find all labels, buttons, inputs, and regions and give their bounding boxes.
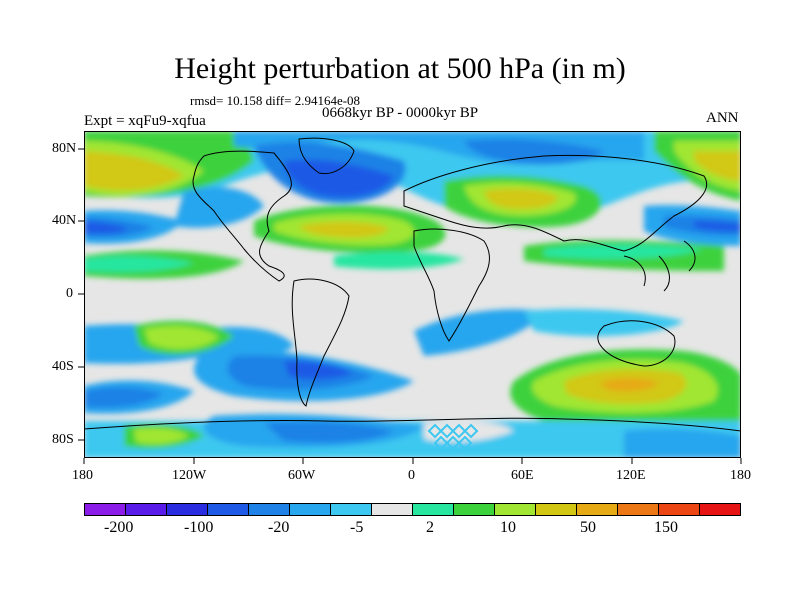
- north-america-coastline: [192, 150, 292, 282]
- colorbar-label: 10: [500, 519, 516, 536]
- colorbar-label: -200: [104, 519, 134, 536]
- colorbar-swatch: [577, 504, 618, 515]
- x-axis-label: 60W: [288, 468, 316, 483]
- x-axis-label: 60E: [511, 468, 534, 483]
- south-america-coastline: [291, 278, 350, 407]
- colorbar-label: -100: [184, 519, 214, 536]
- colorbar-swatch: [413, 504, 454, 515]
- x-axis-label: 120E: [616, 468, 646, 483]
- colorbar-swatch: [372, 504, 413, 515]
- australia-coastline: [597, 320, 676, 367]
- axis-ticks: [78, 148, 742, 464]
- colorbar-swatch: [167, 504, 208, 515]
- y-axis-label: 80N: [52, 141, 77, 156]
- colorbar-swatch: [495, 504, 536, 515]
- colorbar-label: 150: [654, 519, 678, 536]
- plot-frame: [84, 131, 741, 458]
- y-axis-label: 80S: [52, 432, 74, 447]
- colorbar-swatch: [126, 504, 167, 515]
- eurasia-coastline: [403, 154, 708, 252]
- season-label: ANN: [706, 110, 739, 126]
- colorbar-swatch: [700, 504, 740, 515]
- y-axis-label: 40S: [52, 359, 74, 374]
- y-axis-label: 40N: [52, 213, 77, 228]
- contour-fills: [84, 131, 741, 458]
- colorbar-swatch: [659, 504, 700, 515]
- colorbar-swatch: [290, 504, 331, 515]
- x-axis-label: 180: [72, 468, 93, 483]
- map-plot: [84, 131, 741, 458]
- colorbar-swatch: [249, 504, 290, 515]
- colorbar-swatch: [618, 504, 659, 515]
- colorbar: [84, 503, 741, 516]
- rmsd-stats: rmsd= 10.158 diff= 2.94164e-08: [190, 93, 361, 108]
- coastlines: [84, 137, 741, 432]
- antarctica-coastline: [84, 417, 741, 432]
- colorbar-swatch: [331, 504, 372, 515]
- colorbar-label: -20: [268, 519, 290, 536]
- colorbar-label: 50: [580, 519, 596, 536]
- x-axis-label: 120W: [172, 468, 207, 483]
- colorbar-swatch: [208, 504, 249, 515]
- map-title: Height perturbation at 500 hPa (in m): [174, 52, 626, 85]
- greenland-coastline: [298, 137, 355, 175]
- africa-coastline: [413, 228, 490, 342]
- colorbar-swatch: [85, 504, 126, 515]
- time-period: 0668kyr BP - 0000kyr BP: [322, 105, 479, 121]
- x-axis-label: 180: [730, 468, 751, 483]
- experiment-label: Expt = xqFu9-xqfua: [84, 113, 206, 129]
- colorbar-swatch: [454, 504, 495, 515]
- colorbar-label: 2: [426, 519, 434, 536]
- colorbar-label: -5: [350, 519, 364, 536]
- y-axis-label: 0: [66, 286, 73, 301]
- diamond-pattern: [427, 423, 479, 451]
- x-axis-label: 0: [408, 468, 415, 483]
- height-field-map: [84, 131, 741, 458]
- colorbar-swatch: [536, 504, 577, 515]
